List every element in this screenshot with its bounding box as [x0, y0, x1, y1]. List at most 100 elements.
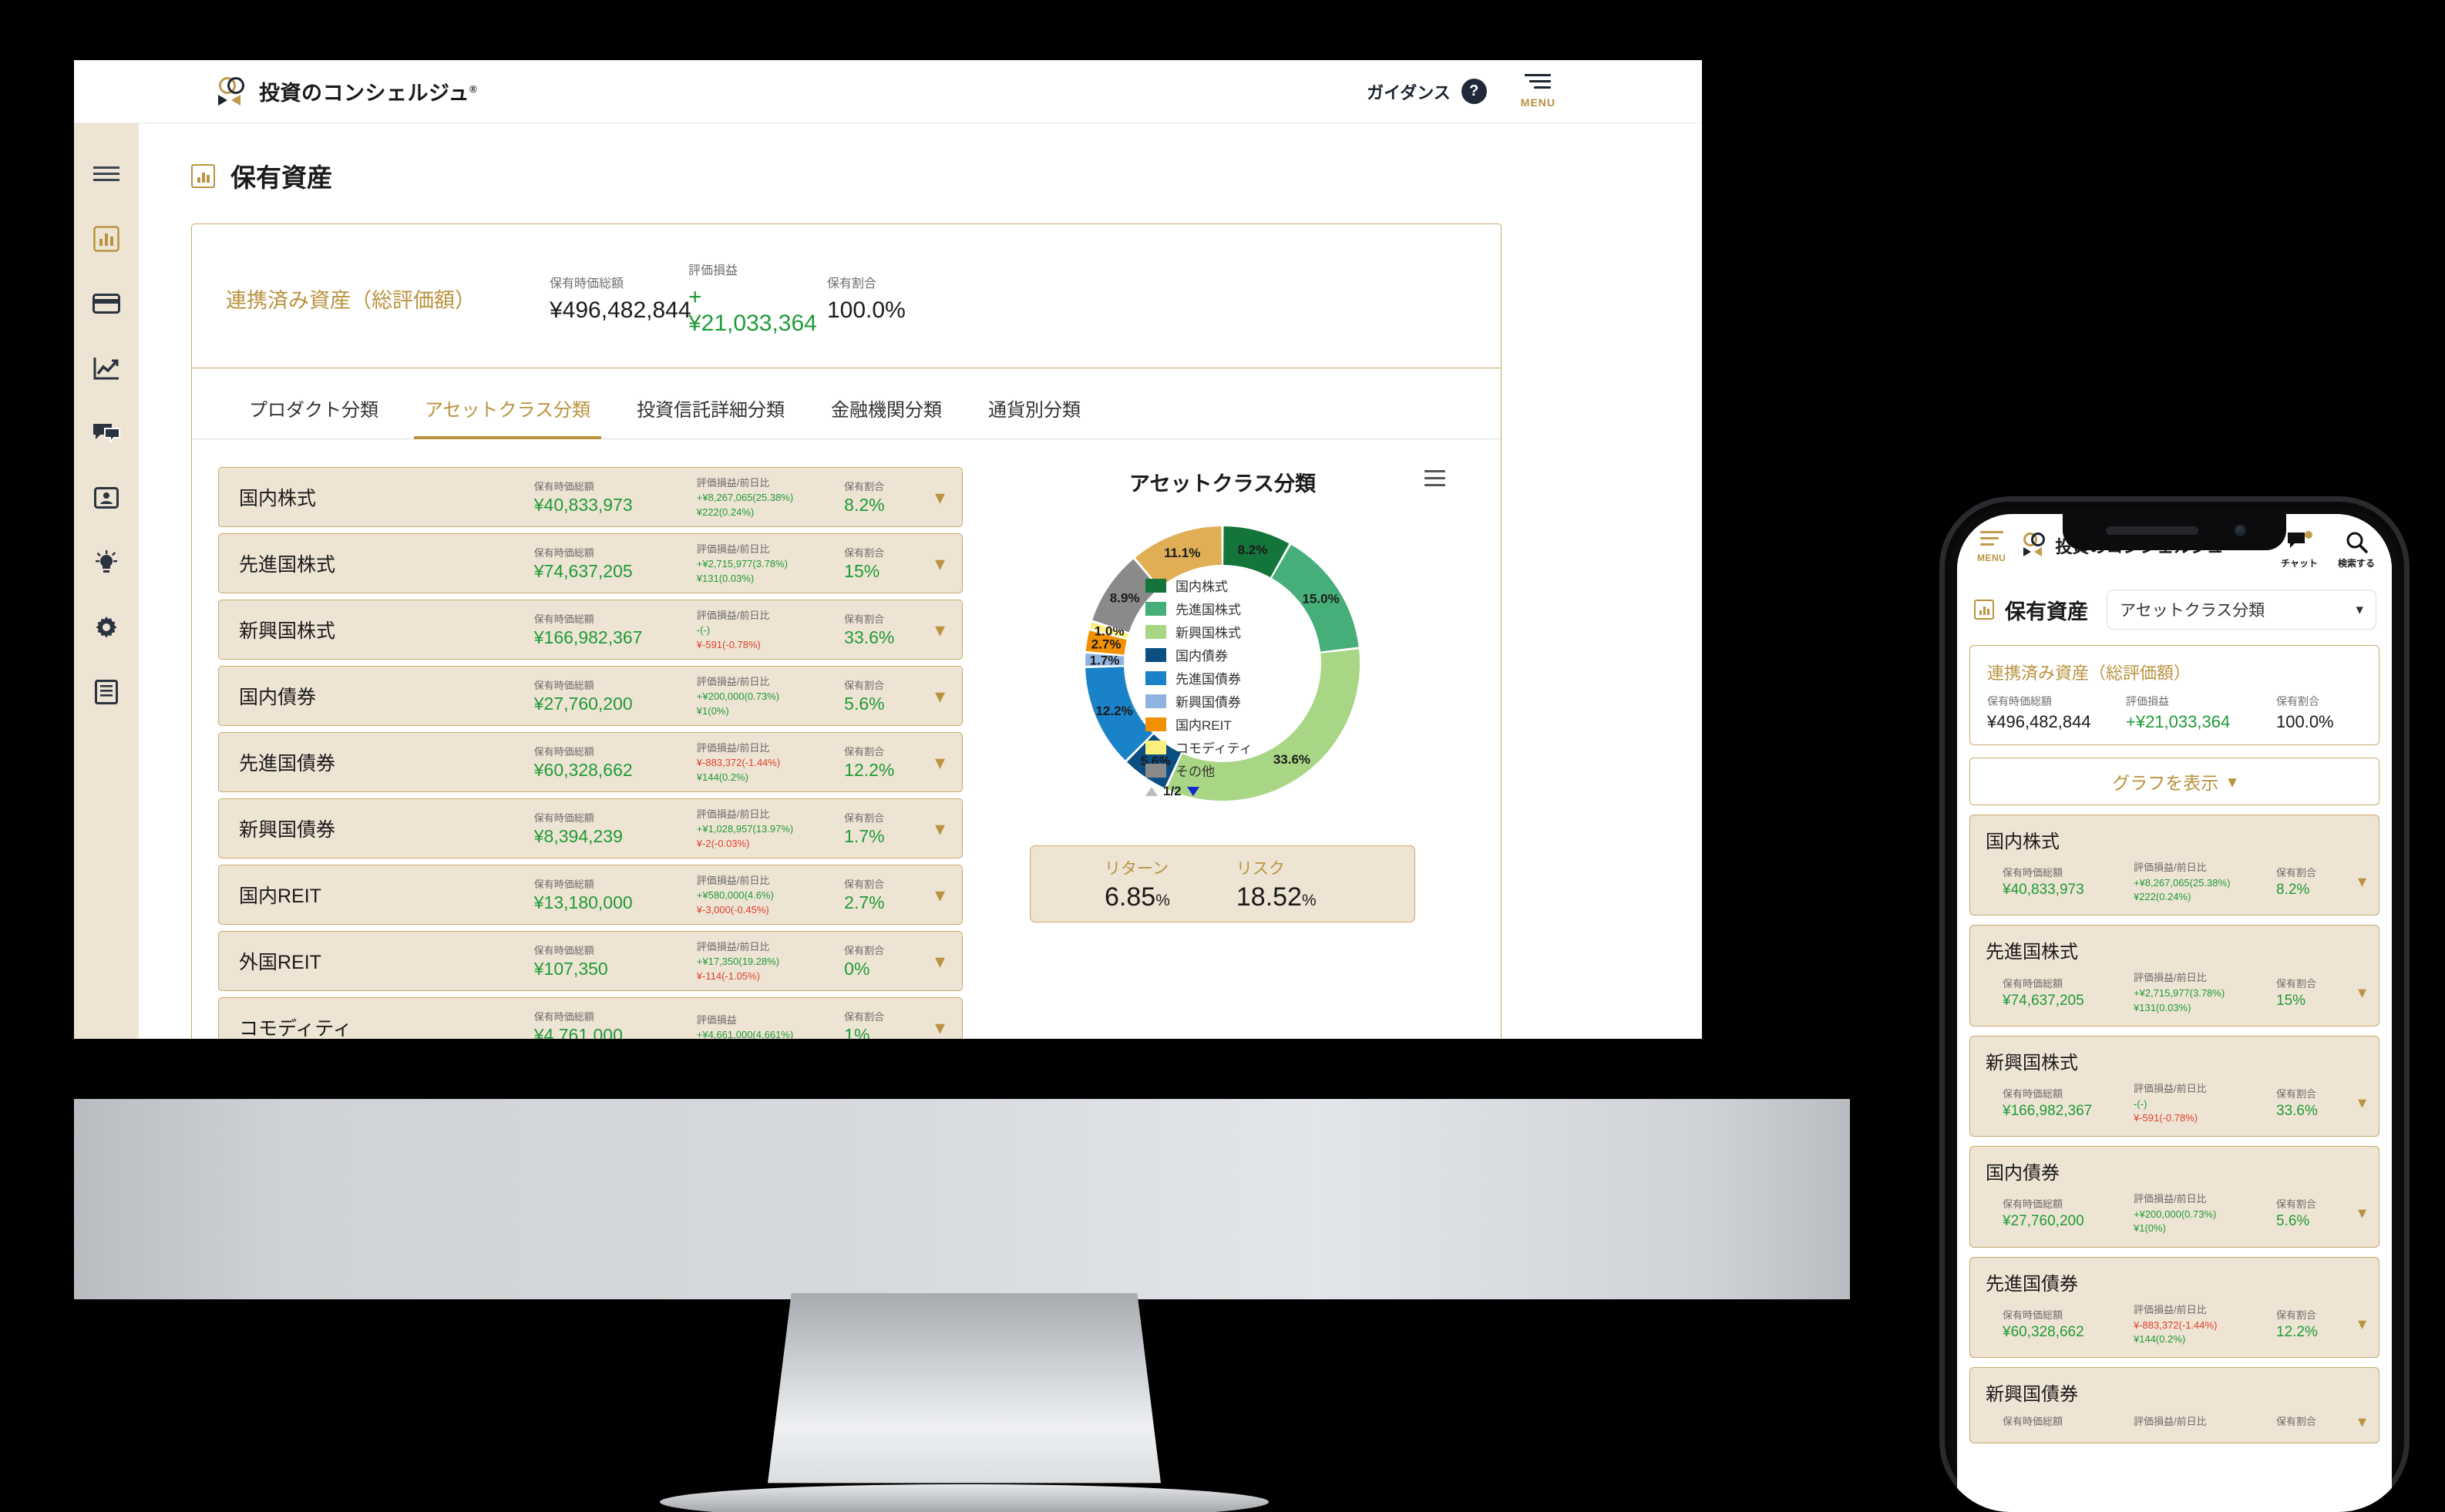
- chevron-down-icon[interactable]: ▾: [2357, 1203, 2366, 1223]
- chevron-down-icon[interactable]: ▾: [934, 949, 946, 973]
- chevron-down-icon[interactable]: ▾: [934, 552, 946, 575]
- donut-slice[interactable]: [1085, 654, 1125, 666]
- donut-slice[interactable]: [1085, 630, 1127, 655]
- asset-row[interactable]: 新興国株式 保有時価総額 ¥166,982,367 評価損益/前日比 -(-) ¥-591…: [218, 600, 963, 660]
- legend-item[interactable]: 国内REIT: [1145, 714, 1253, 734]
- asset-row[interactable]: 国内株式 保有時価総額 ¥40,833,973 評価損益/前日比 +¥8,267,065…: [218, 467, 963, 527]
- donut-slice[interactable]: [1135, 526, 1222, 588]
- asset-row[interactable]: 先進国債券 保有時価総額 ¥60,328,662 評価損益/前日比 ¥-883,372(…: [218, 732, 963, 792]
- classification-select[interactable]: アセットクラス分類 ▾: [2107, 590, 2376, 630]
- summary-card: 連携済み資産（総評価額） 保有時価総額 ¥496,482,844 評価損益 +¥…: [192, 224, 1501, 368]
- donut-slice[interactable]: [1272, 544, 1359, 652]
- tab-0[interactable]: プロダクト分類: [249, 400, 378, 421]
- sidebar-item-card[interactable]: [91, 288, 122, 319]
- brand-logo[interactable]: 投資のコンシェルジュ®: [217, 76, 477, 107]
- desktop-screen: 投資のコンシェルジュ® ガイダンス ? MENU: [74, 60, 1702, 1039]
- sidebar-item-documents[interactable]: [91, 677, 122, 707]
- chevron-down-icon[interactable]: ▾: [934, 618, 946, 641]
- asset-row[interactable]: コモディティ 保有時価総額 ¥4,761,000 評価損益 +¥4,661,000(4,…: [218, 997, 963, 1039]
- legend-label: 新興国株式: [1175, 626, 1241, 640]
- donut-slice[interactable]: [1092, 559, 1159, 633]
- sidebar-item-hamburger[interactable]: [91, 159, 122, 190]
- asset-row[interactable]: 新興国債券 保有時価総額 ¥8,394,239 評価損益/前日比 +¥1,028,957…: [218, 798, 963, 858]
- donut-slice[interactable]: [1085, 667, 1153, 761]
- sidebar-item-settings[interactable]: [91, 612, 122, 643]
- chevron-down-icon[interactable]: ▾: [934, 486, 946, 509]
- tab-4[interactable]: 通貨別分類: [988, 400, 1081, 421]
- legend-item[interactable]: 国内株式: [1145, 576, 1253, 595]
- chevron-down-icon[interactable]: ▾: [2357, 872, 2366, 892]
- asset-ratio-label: 保有割合: [844, 481, 885, 492]
- tab-3[interactable]: 金融機関分類: [831, 400, 943, 421]
- chevron-down-icon[interactable]: ▾: [2357, 1411, 2366, 1431]
- chevron-down-icon[interactable]: ▾: [2357, 1092, 2366, 1112]
- donut-slice[interactable]: [1166, 649, 1360, 801]
- asset-row[interactable]: 国内債券 保有時価総額 ¥27,760,200 評価損益/前日比 +¥200,000(0…: [218, 666, 963, 726]
- mobile-menu-button[interactable]: MENU: [1977, 531, 2006, 563]
- mobile-asset-row[interactable]: 新興国株式 保有時価総額 ¥166,982,367 評価損益/前日比 -(-) ¥-591…: [1969, 1035, 2379, 1137]
- donut-slice[interactable]: [1089, 622, 1128, 639]
- asset-ratio-value: 12.2%: [844, 760, 895, 780]
- chat-icon: [2288, 531, 2313, 548]
- asset-pl-secondary: ¥1(0%): [696, 704, 729, 717]
- mobile-asset-row[interactable]: 先進国株式 保有時価総額 ¥74,637,205 評価損益/前日比 +¥2,715,97…: [1969, 925, 2379, 1026]
- tab-1[interactable]: アセットクラス分類: [402, 368, 614, 439]
- legend-pager[interactable]: 1/2: [1145, 784, 1253, 799]
- legend-item[interactable]: 国内債券: [1145, 645, 1253, 664]
- mobile-asset-pl-cell: 評価損益/前日比 ¥-883,372(-1.44%) ¥144(0.2%): [2134, 1302, 2276, 1346]
- legend-item[interactable]: 先進国株式: [1145, 599, 1253, 618]
- guidance-label: ガイダンス: [1367, 82, 1451, 102]
- mobile-asset-row[interactable]: 新興国債券 保有時価総額 評価損益/前日比 保有割合 ▾: [1969, 1366, 2379, 1443]
- logo-icon: [217, 76, 248, 107]
- mobile-asset-ratio-label: 保有割合: [2276, 1309, 2317, 1321]
- mobile-summary-pl: 評価損益 +¥21,033,364: [2126, 694, 2276, 732]
- legend-item[interactable]: コモディティ: [1145, 738, 1253, 757]
- mobile-asset-pl-label: 評価損益/前日比: [2134, 1415, 2207, 1427]
- asset-row[interactable]: 国内REIT 保有時価総額 ¥13,180,000 評価損益/前日比 +¥580,000…: [218, 865, 963, 925]
- chart-menu-icon[interactable]: [1424, 470, 1445, 491]
- asset-row[interactable]: 先進国株式 保有時価総額 ¥74,637,205 評価損益/前日比 +¥2,715,97…: [218, 533, 963, 593]
- sidebar-item-chat[interactable]: [91, 418, 122, 449]
- panel-main: 国内株式 保有時価総額 ¥40,833,973 評価損益/前日比 +¥8,267,065…: [192, 439, 1501, 1039]
- triangle-up-icon[interactable]: [1145, 787, 1158, 796]
- chevron-down-icon[interactable]: ▾: [934, 817, 946, 840]
- tab-2[interactable]: 投資信託詳細分類: [637, 400, 785, 421]
- chevron-down-icon[interactable]: ▾: [934, 883, 946, 906]
- donut-slice[interactable]: [1223, 526, 1290, 578]
- chevron-down-icon[interactable]: ▾: [934, 1016, 946, 1039]
- chevron-down-icon[interactable]: ▾: [934, 684, 946, 707]
- mobile-asset-pl-primary: ¥-883,372(-1.44%): [2134, 1319, 2218, 1331]
- sidebar-item-contact[interactable]: [91, 482, 122, 513]
- legend-item[interactable]: 新興国債券: [1145, 691, 1253, 711]
- mobile-chat-button[interactable]: チャット: [2281, 531, 2318, 570]
- asset-pl-label: 評価損益/前日比: [696, 940, 770, 953]
- mobile-asset-row[interactable]: 国内株式 保有時価総額 ¥40,833,973 評価損益/前日比 +¥8,267,065…: [1969, 815, 2379, 916]
- triangle-down-icon[interactable]: [1186, 787, 1199, 796]
- donut-slice[interactable]: [1127, 734, 1181, 788]
- menu-button[interactable]: MENU: [1521, 74, 1555, 109]
- hamburger-icon: [1979, 531, 2003, 549]
- asset-pl-label: 評価損益/前日比: [696, 874, 770, 886]
- legend-item[interactable]: 先進国債券: [1145, 668, 1253, 687]
- chevron-down-icon[interactable]: ▾: [2357, 1313, 2366, 1333]
- chevron-down-icon[interactable]: ▾: [2357, 982, 2366, 1002]
- legend-item[interactable]: 新興国株式: [1145, 622, 1253, 641]
- guidance-button[interactable]: ガイダンス ?: [1367, 79, 1487, 104]
- sidebar-item-insight[interactable]: [91, 547, 122, 578]
- asset-ratio-value: 0%: [844, 959, 870, 979]
- asset-amount-cell: 保有時価総額 ¥13,180,000: [534, 876, 697, 913]
- mobile-asset-row[interactable]: 国内債券 保有時価総額 ¥27,760,200 評価損益/前日比 +¥200,000(0…: [1969, 1146, 2379, 1248]
- asset-row[interactable]: 外国REIT 保有時価総額 ¥107,350 評価損益/前日比 +¥17,350(19.…: [218, 931, 963, 991]
- sidebar-item-assets[interactable]: [91, 223, 122, 254]
- legend-item[interactable]: その他: [1145, 761, 1253, 780]
- legend-label: 国内債券: [1175, 649, 1228, 664]
- chevron-down-icon[interactable]: ▾: [934, 751, 946, 774]
- help-question-icon[interactable]: ?: [1461, 79, 1487, 104]
- show-graph-button[interactable]: グラフを表示 ▾: [1969, 758, 2379, 805]
- asset-pl-primary: -(-): [696, 623, 711, 636]
- mobile-asset-row[interactable]: 先進国債券 保有時価総額 ¥60,328,662 評価損益/前日比 ¥-883,372(…: [1969, 1256, 2379, 1358]
- sidebar-item-performance[interactable]: [91, 353, 122, 384]
- legend-swatch: [1145, 763, 1166, 778]
- mobile-search-button[interactable]: 検索する: [2338, 531, 2375, 570]
- mobile-asset-amount-cell: 保有時価総額 ¥74,637,205: [2003, 976, 2134, 1010]
